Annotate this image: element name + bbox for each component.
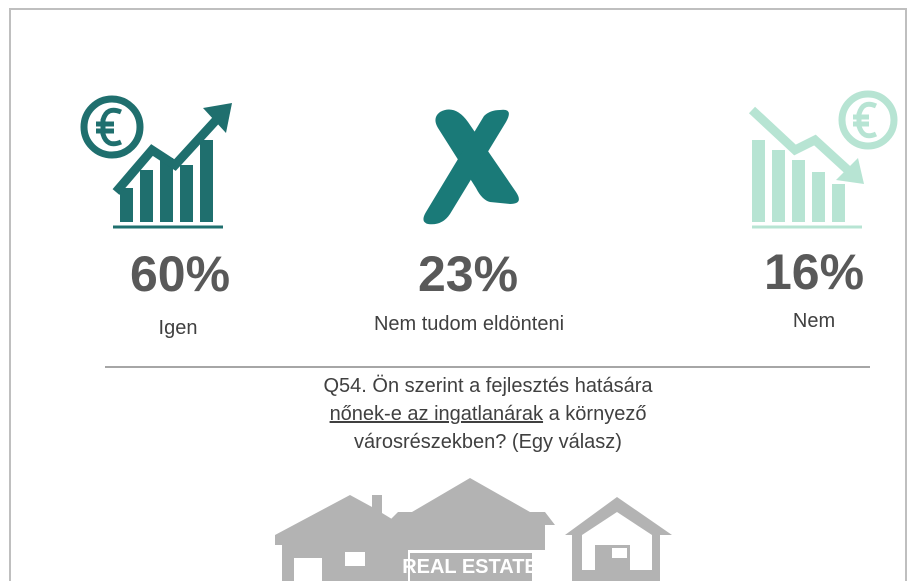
percentage: 23% bbox=[418, 246, 518, 302]
answer-label: Nem bbox=[793, 310, 835, 332]
question-line: Q54. Ön szerint a fejlesztés hatására bbox=[323, 375, 653, 397]
question-line: nőnek-e az ingatlanárak a környező bbox=[330, 403, 647, 425]
question-emphasis: nőnek-e az ingatlanárak bbox=[330, 403, 544, 425]
answer-label: Igen bbox=[159, 317, 198, 339]
answer-label: Nem tudom eldönteni bbox=[374, 313, 564, 335]
question-line: városrészekben? (Egy válasz) bbox=[354, 431, 622, 453]
percentage: 60% bbox=[130, 246, 230, 302]
page: 60% Igen 23% Nem tudom eldönteni 16% Nem… bbox=[0, 0, 914, 581]
badge-text: REAL ESTATE bbox=[402, 556, 538, 578]
question-text: a környező bbox=[543, 403, 646, 425]
percentage: 16% bbox=[764, 244, 864, 300]
infographic: 60% Igen 23% Nem tudom eldönteni 16% Nem… bbox=[0, 0, 914, 581]
